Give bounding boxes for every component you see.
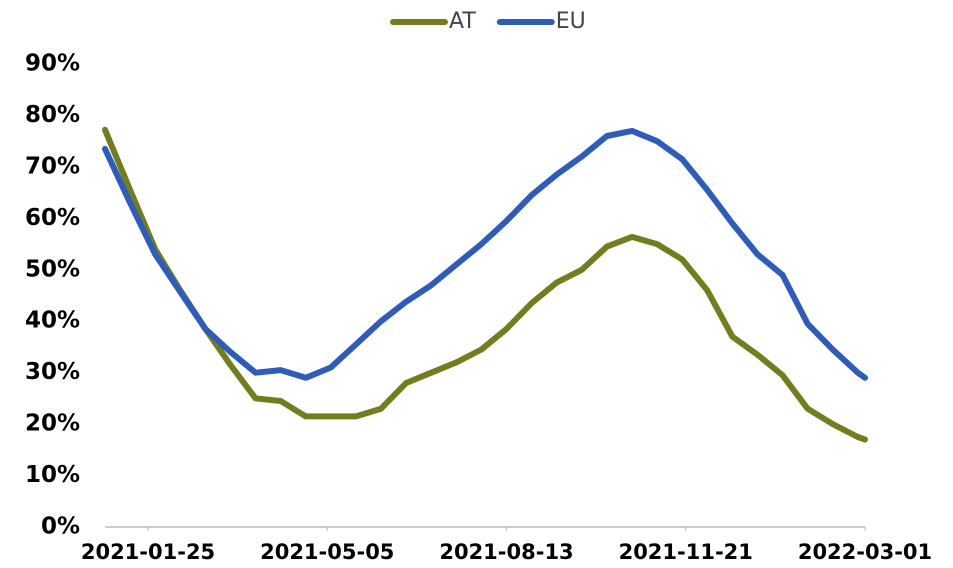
- y-tick-label: 40%: [25, 308, 80, 334]
- x-tick-label: 2021-11-21: [619, 540, 753, 564]
- y-tick-label: 0%: [41, 514, 80, 540]
- x-tick-label: 2021-08-13: [439, 540, 573, 564]
- y-tick-label: 20%: [25, 411, 80, 437]
- line-series: [102, 126, 868, 443]
- legend-label: EU: [556, 9, 586, 34]
- y-tick-label: 30%: [25, 359, 80, 385]
- y-tick-label: 90%: [25, 51, 80, 77]
- x-tick-label: 2021-05-05: [260, 540, 394, 564]
- legend-label: AT: [449, 9, 476, 34]
- y-tick-label: 60%: [25, 205, 80, 231]
- x-tick-label: 2022-03-01: [798, 540, 932, 564]
- y-tick-label: 80%: [25, 102, 80, 128]
- y-tick-label: 50%: [25, 256, 80, 282]
- y-tick-label: 70%: [25, 153, 80, 179]
- x-tick-label: 2021-01-25: [81, 540, 215, 564]
- line-series: [102, 127, 868, 381]
- y-tick-label: 10%: [25, 462, 80, 488]
